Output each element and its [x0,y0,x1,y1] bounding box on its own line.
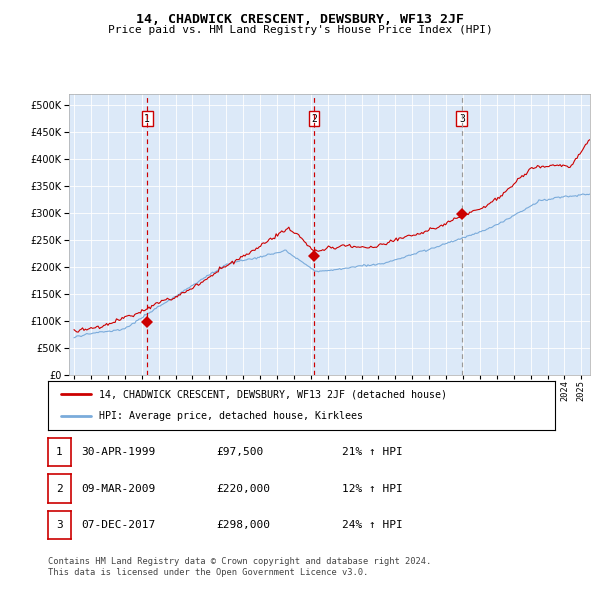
Text: 14, CHADWICK CRESCENT, DEWSBURY, WF13 2JF (detached house): 14, CHADWICK CRESCENT, DEWSBURY, WF13 2J… [98,389,446,399]
Text: HPI: Average price, detached house, Kirklees: HPI: Average price, detached house, Kirk… [98,411,362,421]
Text: 09-MAR-2009: 09-MAR-2009 [81,484,155,493]
Text: 12% ↑ HPI: 12% ↑ HPI [342,484,403,493]
Text: Price paid vs. HM Land Registry's House Price Index (HPI): Price paid vs. HM Land Registry's House … [107,25,493,35]
Text: 07-DEC-2017: 07-DEC-2017 [81,520,155,530]
Text: 1: 1 [56,447,63,457]
Text: 21% ↑ HPI: 21% ↑ HPI [342,447,403,457]
Text: 3: 3 [459,114,465,124]
Text: Contains HM Land Registry data © Crown copyright and database right 2024.: Contains HM Land Registry data © Crown c… [48,558,431,566]
Text: 30-APR-1999: 30-APR-1999 [81,447,155,457]
Text: £220,000: £220,000 [216,484,270,493]
Text: 24% ↑ HPI: 24% ↑ HPI [342,520,403,530]
Text: 14, CHADWICK CRESCENT, DEWSBURY, WF13 2JF: 14, CHADWICK CRESCENT, DEWSBURY, WF13 2J… [136,13,464,26]
Text: 1: 1 [145,114,150,124]
Text: 2: 2 [311,114,317,124]
Text: 2: 2 [56,484,63,493]
Text: 3: 3 [56,520,63,530]
Text: This data is licensed under the Open Government Licence v3.0.: This data is licensed under the Open Gov… [48,568,368,577]
Text: £298,000: £298,000 [216,520,270,530]
Text: £97,500: £97,500 [216,447,263,457]
